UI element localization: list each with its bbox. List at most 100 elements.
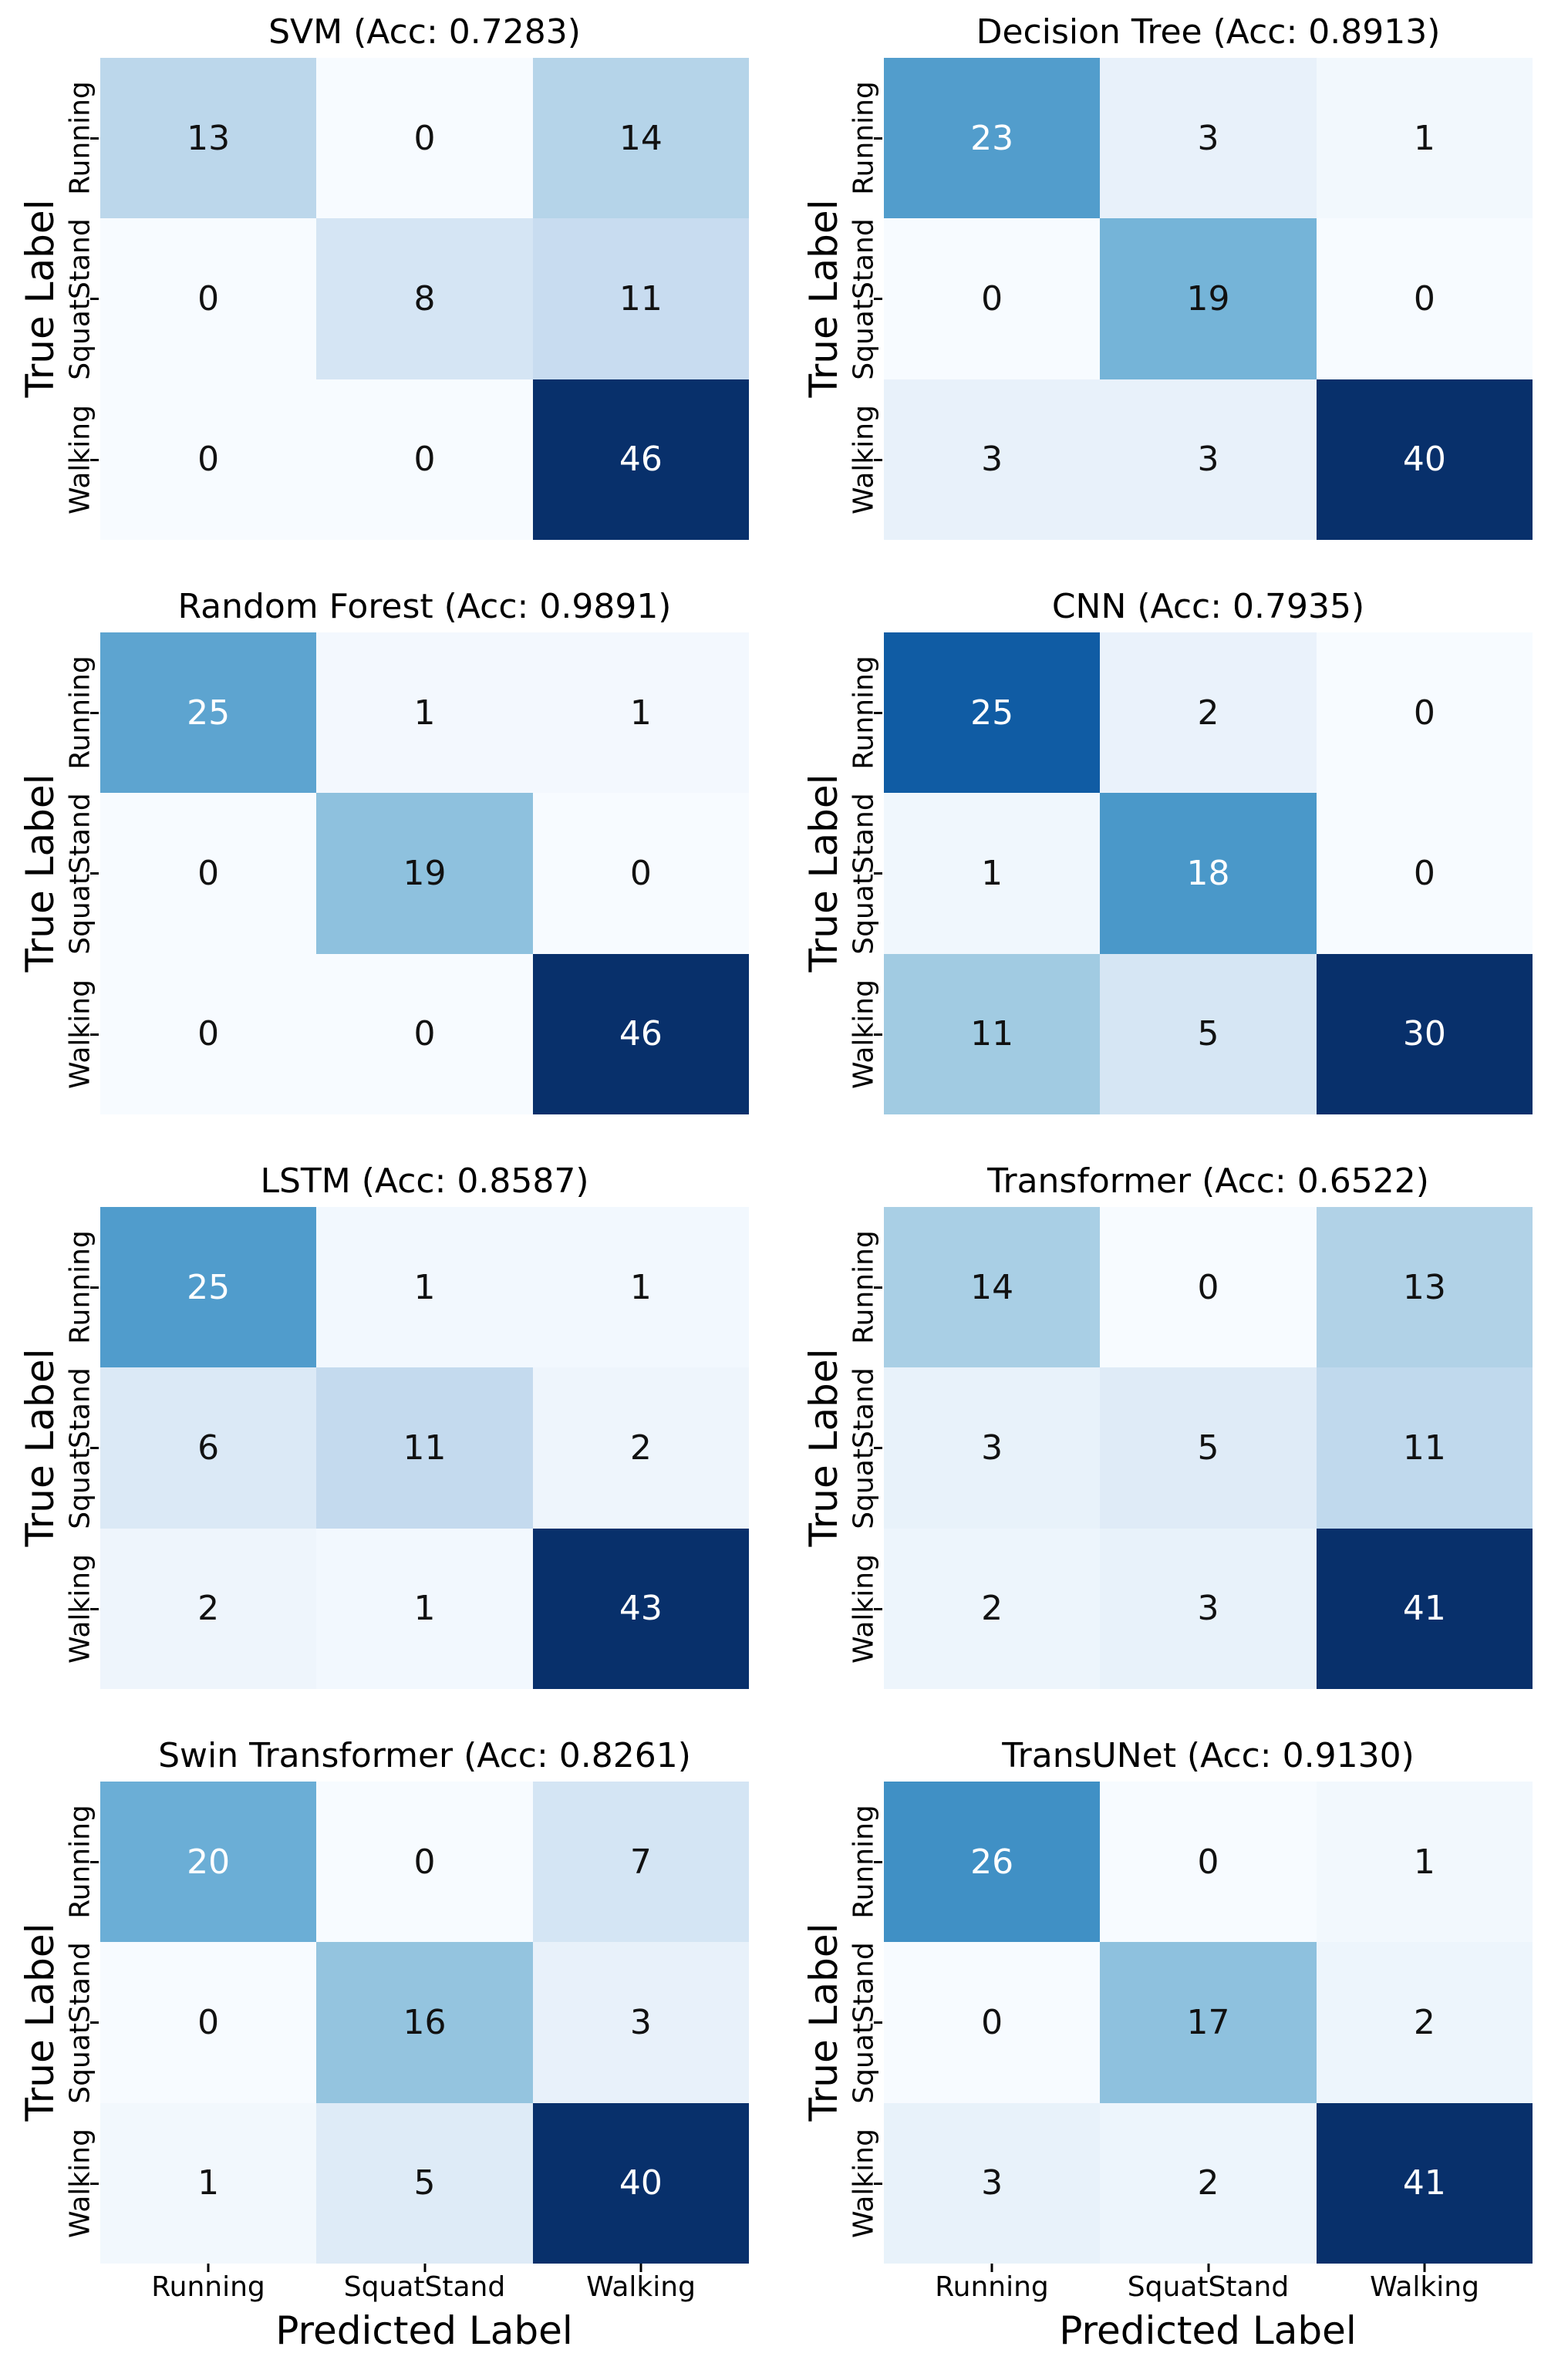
heatmap-cell: 5 bbox=[316, 2102, 533, 2264]
cell-value: 11 bbox=[1402, 1428, 1446, 1468]
x-tick-mark bbox=[423, 2264, 426, 2272]
cell-value: 0 bbox=[1197, 1267, 1219, 1307]
subplot-title: Swin Transformer (Acc: 0.8261) bbox=[158, 1736, 691, 1775]
y-axis-label: True Label bbox=[18, 1348, 62, 1547]
cell-value: 14 bbox=[619, 118, 663, 158]
cell-value: 5 bbox=[413, 2163, 436, 2203]
heatmap-cell: 3 bbox=[1100, 1528, 1317, 1689]
cell-value: 30 bbox=[1402, 1014, 1446, 1054]
heatmap-cell: 1 bbox=[1316, 1782, 1533, 1943]
heatmap-cell: 0 bbox=[884, 1942, 1101, 2103]
y-tick-mark bbox=[874, 872, 882, 875]
subplot-title: SVM (Acc: 0.7283) bbox=[268, 12, 581, 52]
subplot: SVM (Acc: 0.7283) True Label Running Squa… bbox=[0, 0, 784, 575]
x-tick-mark bbox=[990, 2264, 993, 2272]
x-tick-label: SquatStand bbox=[343, 2271, 506, 2303]
cell-value: 1 bbox=[629, 693, 652, 733]
cell-value: 0 bbox=[413, 1014, 436, 1054]
heatmap-cell: 11 bbox=[316, 1367, 533, 1529]
cell-value: 1 bbox=[981, 853, 1003, 893]
cell-value: 8 bbox=[413, 278, 436, 319]
y-tick-mark bbox=[874, 1860, 882, 1863]
cell-value: 13 bbox=[187, 118, 231, 158]
x-tick-mark bbox=[1423, 2264, 1426, 2272]
cell-value: 0 bbox=[197, 853, 220, 893]
heatmap-cell: 0 bbox=[316, 379, 533, 540]
heatmap-cell: 8 bbox=[316, 218, 533, 379]
y-axis-label: True Label bbox=[18, 1923, 62, 2122]
y-axis-label: True Label bbox=[18, 199, 62, 398]
heatmap-cell: 2 bbox=[532, 1367, 749, 1529]
cell-value: 7 bbox=[629, 1842, 652, 1882]
subplot: CNN (Acc: 0.7935) True Label Running Squa… bbox=[784, 575, 1568, 1149]
cell-value: 3 bbox=[1197, 440, 1219, 480]
heatmap-cell: 1 bbox=[316, 1528, 533, 1689]
heatmap-cell: 2 bbox=[1316, 1942, 1533, 2103]
x-tick-label: Walking bbox=[1370, 2271, 1479, 2303]
heatmap-cell: 43 bbox=[532, 1528, 749, 1689]
y-tick-mark bbox=[90, 2021, 99, 2024]
y-tick-mark bbox=[90, 1607, 99, 1610]
heatmap-cell: 25 bbox=[100, 632, 317, 794]
y-tick-mark bbox=[90, 1447, 99, 1449]
heatmap-cell: 16 bbox=[316, 1942, 533, 2103]
cell-value: 1 bbox=[1413, 118, 1435, 158]
heatmap-cell: 2 bbox=[100, 1528, 317, 1689]
cell-value: 13 bbox=[1402, 1267, 1446, 1307]
heatmap-cell: 46 bbox=[532, 379, 749, 540]
y-axis-label: True Label bbox=[801, 1923, 846, 2122]
cell-value: 14 bbox=[970, 1267, 1014, 1307]
heatmap-cell: 5 bbox=[1100, 953, 1317, 1114]
cell-value: 0 bbox=[197, 2002, 220, 2042]
heatmap-cell: 40 bbox=[1316, 379, 1533, 540]
y-tick-mark bbox=[874, 1447, 882, 1449]
cell-value: 6 bbox=[197, 1428, 220, 1468]
subplot: TransUNet (Acc: 0.9130) True Label Runni… bbox=[784, 1724, 1568, 2370]
heatmap-cell: 13 bbox=[100, 58, 317, 219]
x-tick-mark bbox=[1207, 2264, 1209, 2272]
heatmap-cell: 23 bbox=[884, 58, 1101, 219]
heatmap: 25 1 1 6 11 2 2 1 43 bbox=[100, 1207, 749, 1689]
heatmap-cell: 0 bbox=[1316, 632, 1533, 794]
heatmap-cell: 0 bbox=[316, 953, 533, 1114]
heatmap-cell: 19 bbox=[1100, 218, 1317, 379]
heatmap-cell: 30 bbox=[1316, 953, 1533, 1114]
y-tick-mark bbox=[874, 2021, 882, 2024]
cell-value: 40 bbox=[1402, 440, 1446, 480]
heatmap-cell: 25 bbox=[100, 1207, 317, 1368]
cell-value: 2 bbox=[1413, 2002, 1435, 2042]
cell-value: 17 bbox=[1186, 2002, 1230, 2042]
heatmap-cell: 1 bbox=[532, 632, 749, 794]
heatmap-cell: 0 bbox=[1316, 793, 1533, 954]
subplot: LSTM (Acc: 0.8587) True Label Running Squ… bbox=[0, 1149, 784, 1724]
cell-value: 20 bbox=[187, 1842, 231, 1882]
cell-value: 46 bbox=[619, 440, 663, 480]
subplot-title: LSTM (Acc: 0.8587) bbox=[260, 1161, 589, 1201]
y-tick-mark bbox=[874, 458, 882, 461]
cell-value: 1 bbox=[1413, 1842, 1435, 1882]
heatmap-cell: 1 bbox=[1316, 58, 1533, 219]
y-tick-mark bbox=[874, 2182, 882, 2185]
cell-value: 0 bbox=[981, 2002, 1003, 2042]
heatmap-cell: 46 bbox=[532, 953, 749, 1114]
cell-value: 2 bbox=[197, 1589, 220, 1629]
y-tick-mark bbox=[90, 1860, 99, 1863]
y-tick-mark bbox=[90, 137, 99, 140]
heatmap-cell: 0 bbox=[100, 218, 317, 379]
heatmap-cell: 7 bbox=[532, 1782, 749, 1943]
x-tick-label: Running bbox=[935, 2271, 1049, 2303]
heatmap-cell: 1 bbox=[884, 793, 1101, 954]
heatmap-cell: 40 bbox=[532, 2102, 749, 2264]
heatmap-cell: 0 bbox=[100, 379, 317, 540]
heatmap-cell: 18 bbox=[1100, 793, 1317, 954]
y-axis-label: True Label bbox=[801, 1348, 846, 1547]
cell-value: 3 bbox=[1197, 1589, 1219, 1629]
heatmap-cell: 2 bbox=[1100, 2102, 1317, 2264]
heatmap-cell: 1 bbox=[316, 632, 533, 794]
heatmap-cell: 1 bbox=[100, 2102, 317, 2264]
heatmap: 25 1 1 0 19 0 0 0 46 bbox=[100, 632, 749, 1114]
cell-value: 25 bbox=[187, 1267, 231, 1307]
y-tick-mark bbox=[90, 2182, 99, 2185]
cell-value: 2 bbox=[629, 1428, 652, 1468]
